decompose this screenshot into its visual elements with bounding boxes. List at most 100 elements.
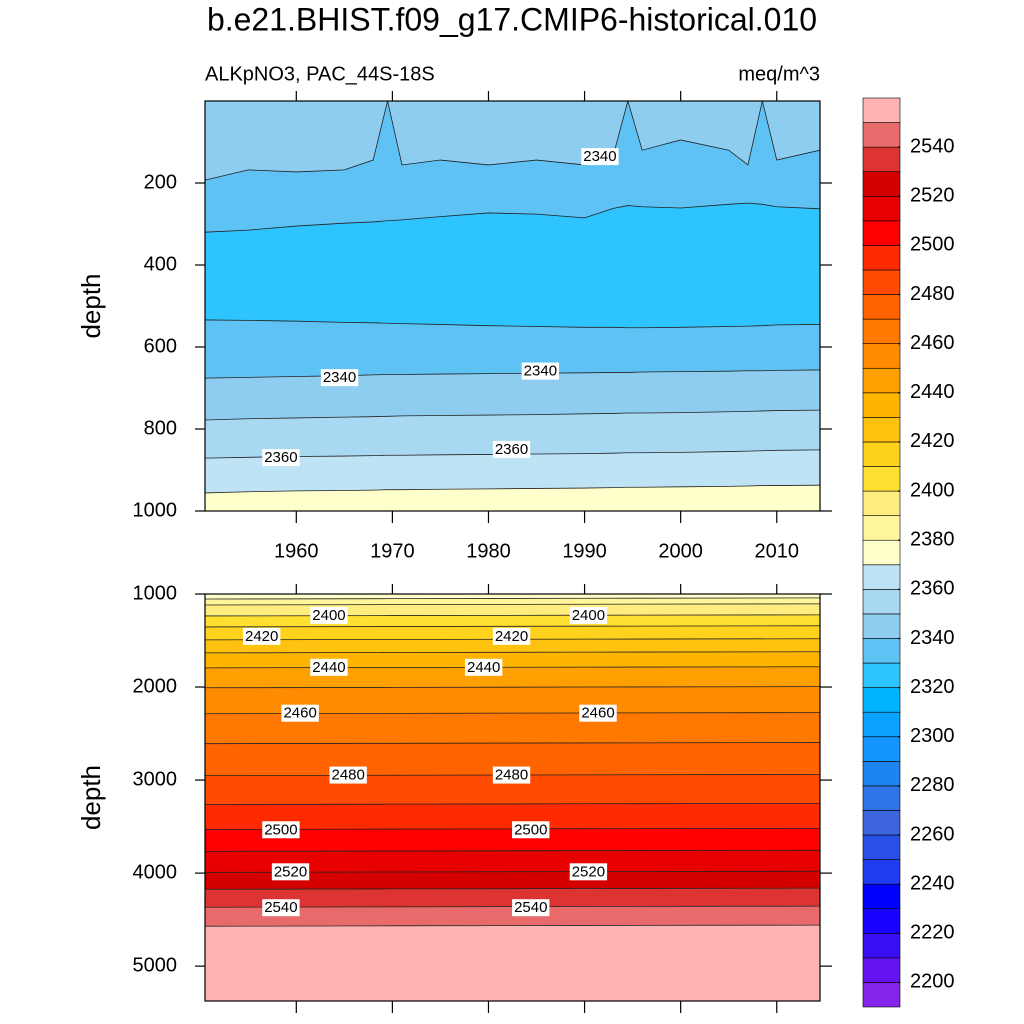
- colorbar-box: [862, 539, 901, 566]
- contour-line: [205, 742, 820, 745]
- colorbar-box: [862, 638, 901, 664]
- contour-line: [205, 774, 820, 776]
- colorbar-tick-label: 2460: [910, 332, 955, 354]
- contour-line: [205, 202, 820, 233]
- contour-line: [205, 625, 820, 628]
- contour-label: 2520: [572, 863, 605, 880]
- y-tick-label: 1000: [133, 499, 178, 521]
- contour-band: [205, 603, 820, 617]
- contour-label: 2340: [323, 369, 356, 386]
- colorbar-box: [862, 171, 901, 197]
- colorbar-box: [862, 269, 901, 295]
- colorbar-box: [862, 810, 901, 836]
- colorbar-tick-label: 2380: [910, 528, 955, 550]
- contour-label: 2360: [264, 449, 297, 466]
- contour-band: [205, 651, 820, 669]
- contour-label: 2400: [572, 607, 605, 624]
- colorbar-tick-label: 2440: [910, 381, 955, 403]
- contour-line: [205, 597, 820, 600]
- contour-label: 2340: [524, 363, 557, 380]
- contour-line: [205, 449, 820, 459]
- colorbar-tick-label: 2520: [910, 185, 955, 207]
- contour-label: 2540: [514, 899, 547, 916]
- colorbar-box: [862, 392, 901, 418]
- contour-band: [205, 924, 820, 1001]
- colorbar-tick-label: 2240: [910, 872, 955, 894]
- colorbar-tick-label: 2500: [910, 234, 955, 256]
- contour-label-bg: [512, 899, 550, 917]
- contour-line: [205, 614, 820, 617]
- colorbar-tick-label: 2320: [910, 676, 955, 698]
- contour-line: [205, 409, 820, 421]
- x-tick-label: 1960: [274, 540, 319, 562]
- colorbar-box: [862, 97, 901, 123]
- colorbar-tick-label: 2220: [910, 922, 955, 944]
- contour-label-bg: [492, 440, 531, 458]
- contour-label: 2340: [583, 148, 616, 165]
- contour-label-bg: [262, 821, 300, 839]
- colorbar-box: [862, 417, 901, 443]
- x-tick-label: 1990: [562, 540, 607, 562]
- contour-band: [205, 319, 820, 379]
- contour-label: 2420: [245, 628, 278, 645]
- contour-label-bg: [492, 627, 531, 645]
- contour-label: 2500: [514, 821, 547, 838]
- y-tick-label: 600: [144, 335, 177, 357]
- x-tick-label: 1970: [370, 540, 415, 562]
- colorbar-box: [862, 982, 901, 1008]
- y-tick-label: 400: [144, 253, 177, 275]
- contour-label-bg: [569, 863, 608, 881]
- contour-label: 2460: [283, 705, 316, 722]
- x-tick-label: 2010: [755, 540, 800, 562]
- colorbar-box: [862, 466, 901, 492]
- colorbar-tick-label: 2400: [910, 479, 955, 501]
- plot-frame: [204, 100, 821, 512]
- contour-label-bg: [310, 658, 348, 676]
- colorbar-tick-label: 2280: [910, 774, 955, 796]
- colorbar-box: [862, 859, 901, 885]
- contour-label-bg: [581, 148, 619, 166]
- plot-frame: [204, 593, 821, 1002]
- contour-label-bg: [569, 606, 608, 624]
- colorbar-tick-label: 2340: [910, 627, 955, 649]
- contour-label-bg: [271, 863, 310, 881]
- contour-label: 2460: [581, 705, 614, 722]
- contour-line: [205, 803, 820, 805]
- contour-line: [205, 887, 820, 890]
- contour-label-bg: [320, 369, 359, 387]
- colorbar-box: [862, 932, 901, 959]
- y-axis-label: depth: [76, 765, 106, 830]
- contour-label-bg: [464, 658, 503, 676]
- contour-label-bg: [579, 704, 617, 722]
- contour-line: [205, 101, 820, 181]
- contour-label: 2540: [264, 899, 297, 916]
- colorbar-box: [862, 736, 901, 762]
- colorbar-tick-label: 2360: [910, 578, 955, 600]
- contour-line: [205, 849, 820, 852]
- contour-label: 2440: [312, 659, 345, 676]
- contour-label-bg: [492, 766, 531, 784]
- colorbar-box: [862, 245, 901, 271]
- colorbar-tick-label: 2200: [910, 971, 955, 993]
- colorbar-box: [862, 195, 901, 222]
- colorbar-box: [862, 367, 901, 394]
- contour-line: [205, 603, 820, 606]
- contour-label: 2420: [495, 628, 528, 645]
- colorbar-tick-label: 2540: [910, 135, 955, 157]
- contour-label-bg: [262, 449, 300, 467]
- colorbar-box: [862, 294, 901, 320]
- title: b.e21.BHIST.f09_g17.CMIP6-historical.010: [207, 1, 817, 37]
- y-tick-label: 800: [144, 417, 177, 439]
- contour-label-bg: [521, 362, 560, 380]
- colorbar-box: [862, 785, 901, 811]
- y-tick-label: 3000: [133, 768, 178, 790]
- contour-line: [205, 638, 820, 641]
- contour-line: [205, 484, 820, 494]
- colorbar-tick-label: 2260: [910, 823, 955, 845]
- colorbar-tick-label: 2480: [910, 283, 955, 305]
- subtitle-right: meq/m^3: [738, 63, 820, 85]
- contour-label: 2520: [274, 863, 307, 880]
- colorbar-box: [862, 589, 901, 615]
- contour-band: [205, 614, 820, 628]
- contour-label-bg: [281, 704, 319, 722]
